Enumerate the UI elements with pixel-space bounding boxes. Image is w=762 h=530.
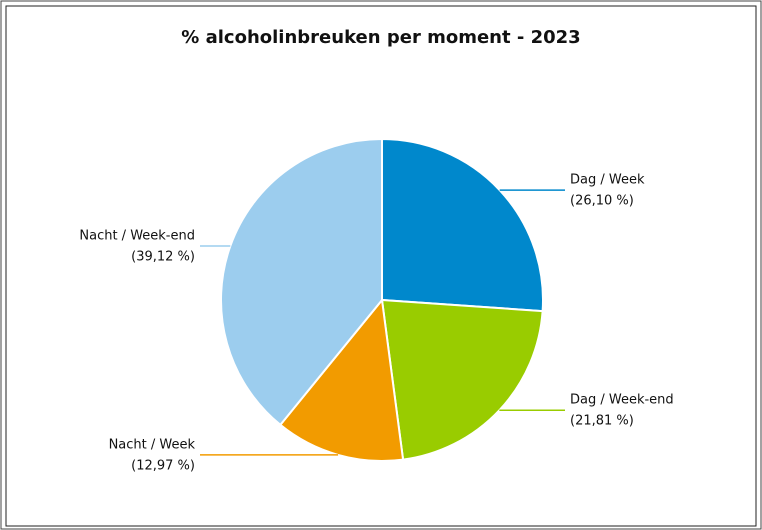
slice-value-label: (12,97 %) <box>131 458 195 473</box>
slice-value-label: (21,81 %) <box>570 414 634 429</box>
slice-label: Dag / Week-end <box>570 393 674 408</box>
pie-slice <box>381 137 544 313</box>
inner-frame <box>5 5 757 527</box>
slice-value-label: (26,10 %) <box>570 194 634 209</box>
slice-label: Nacht / Week <box>109 437 196 452</box>
pie-slice <box>380 298 544 461</box>
pie-slice <box>278 297 405 462</box>
slice-label: Nacht / Week-end <box>79 229 195 244</box>
slice-label: Dag / Week <box>570 173 645 188</box>
chart-title: % alcoholinbreuken per moment - 2023 <box>181 27 580 48</box>
slice-value-label: (39,12 %) <box>131 250 195 265</box>
